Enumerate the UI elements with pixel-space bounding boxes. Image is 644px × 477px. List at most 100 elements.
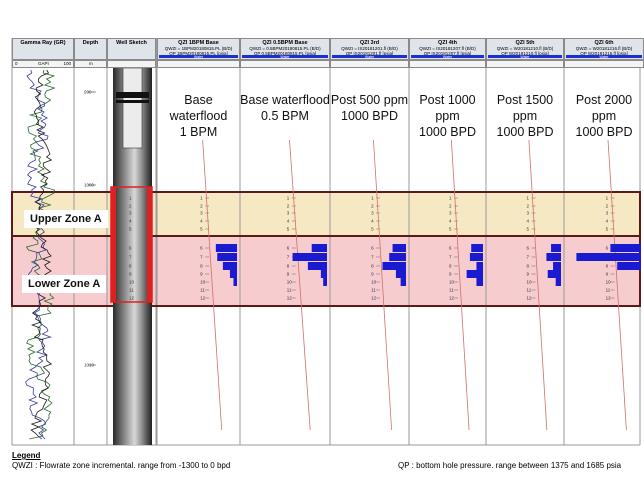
panel-zone-number: 8 <box>449 264 452 269</box>
upper-zone-label: Upper Zone A <box>24 210 108 228</box>
flow-bar <box>292 253 327 261</box>
flow-bar <box>233 278 237 286</box>
legend-title: Legend <box>12 451 41 460</box>
legend-qwzi: QWZI : Flowrate zone incremental. range … <box>12 461 231 470</box>
panel-caption: Base waterflood 0.5 BPM <box>240 92 330 124</box>
panel-zone-number: 7 <box>200 255 203 260</box>
panel-caption-line1: Base waterflood <box>169 93 228 123</box>
panel-zone-number: 8 <box>606 264 609 269</box>
panel-zone-number: 12 <box>200 296 206 301</box>
panel-caption-line2: 1000 BPD <box>575 125 633 139</box>
panel-zone-number: 8 <box>371 264 374 269</box>
panel-qp: QP W20181216.fl [psia] <box>580 51 628 56</box>
panel-scale <box>486 60 564 68</box>
panel-zone-number: 11 <box>287 288 292 293</box>
panel-zone-number: 11 <box>527 288 532 293</box>
pressure-curve <box>450 139 470 431</box>
panel-qwzi: QWZI = 0.5BPM20180815.PL (B/D) <box>249 46 321 51</box>
flow-bar <box>471 244 483 252</box>
panel-qwzi: QWZI = W20181216.fl (B/D) <box>575 46 633 51</box>
gamma-scale: 0 GAPI 100 <box>12 60 74 68</box>
panel-header: QZI 3rd QWZI = IS20181201.fl (B/D) QP IS20… <box>330 38 409 60</box>
flow-bar <box>466 270 483 278</box>
panel-zone-number: 12 <box>606 296 612 301</box>
panel-caption-line1: Post 1500 ppm <box>496 93 554 123</box>
gamma-min: 0 <box>15 61 18 66</box>
zone-number: 11 <box>129 288 134 293</box>
panel-header: QZI 1BPM Base QWZI = 1BPM20180815.PL (B/D… <box>157 38 240 60</box>
flow-bar <box>400 278 406 286</box>
depth-tick-label: 1010 <box>84 363 95 368</box>
water-label: Water <box>364 55 375 59</box>
panel-zone-number: 8 <box>200 264 203 269</box>
panel-zone-number: 5 <box>527 227 530 232</box>
pressure-curve <box>528 139 548 431</box>
water-bar <box>488 55 562 58</box>
flow-bar <box>469 253 483 261</box>
panel-qwzi: QWZI = 1BPM20180815.PL (B/D) <box>164 46 233 51</box>
flow-bar <box>382 262 406 270</box>
gamma-max: 100 <box>63 61 71 66</box>
panel-scale <box>409 60 486 68</box>
panel-zone-number: 3 <box>200 211 203 216</box>
panel-zone-number: 7 <box>287 255 290 260</box>
water-label: Water <box>599 55 609 59</box>
panel-scale <box>157 60 240 68</box>
flow-bar <box>547 270 561 278</box>
well-sketch-title: Well Sketch <box>116 40 147 46</box>
panel-zone-number: 2 <box>449 204 452 209</box>
panel-zone-number: 4 <box>371 219 374 224</box>
panel-caption-line1: Post 2000 ppm <box>575 93 633 123</box>
panel-zone-number: 9 <box>449 272 452 277</box>
water-bar <box>242 55 328 58</box>
panel-title: QZI 6th <box>594 40 614 46</box>
zone-number: 1 <box>129 196 132 201</box>
panel-zone-number: 12 <box>527 296 533 301</box>
flow-bar <box>320 270 327 278</box>
panel-caption: Base waterflood 1 BPM <box>157 92 240 140</box>
flow-bar <box>546 253 561 261</box>
panel-zone-number: 4 <box>606 219 609 224</box>
panel-zone-number: 7 <box>371 255 374 260</box>
flow-bar <box>555 278 561 286</box>
flow-bar <box>217 253 237 261</box>
well-sketch-header: Well Sketch <box>107 38 156 60</box>
panel-zone-number: 2 <box>527 204 530 209</box>
gamma-ray-header: Gamma Ray (GR) <box>12 38 74 60</box>
panel-zone-number: 3 <box>287 211 290 216</box>
panel-zone-number: 7 <box>527 255 530 260</box>
panel-zone-number: 8 <box>287 264 290 269</box>
panel-zone-number: 1 <box>287 196 290 201</box>
panel-zone-number: 5 <box>606 227 609 232</box>
panel-zone-number: 6 <box>200 246 203 251</box>
lower-zone-label: Lower Zone A <box>22 275 107 293</box>
panel-zone-number: 9 <box>371 272 374 277</box>
panel-zone-number: 10 <box>449 280 455 285</box>
depth-tick-label: 990 <box>84 90 92 95</box>
panel-caption: Post 2000 ppm 1000 BPD <box>564 92 644 140</box>
panel-zone-number: 1 <box>527 196 530 201</box>
zone-number: 3 <box>129 211 132 216</box>
flow-bar <box>576 253 641 261</box>
panel-zone-number: 6 <box>606 246 609 251</box>
water-bar <box>159 55 238 58</box>
panel-zone-number: 9 <box>527 272 530 277</box>
panel-zone-number: 2 <box>371 204 374 209</box>
zone-number: 7 <box>129 255 132 260</box>
flow-bar <box>229 270 237 278</box>
panel-header: QZI 5th QWZI = W20181210.fl (B/D) QP W2018… <box>486 38 564 60</box>
depth-header: Depth <box>74 38 107 60</box>
panel-zone-number: 1 <box>200 196 203 201</box>
panel-zone-number: 6 <box>449 246 452 251</box>
panel-zone-number: 7 <box>449 255 452 260</box>
panel-caption: Post 500 ppm 1000 BPD <box>330 92 409 124</box>
depth-title: Depth <box>82 40 99 46</box>
flow-bar <box>553 262 561 270</box>
panel-zone-number: 3 <box>527 211 530 216</box>
panel-caption-line2: 0.5 BPM <box>261 109 309 123</box>
panel-zone-number: 9 <box>287 272 290 277</box>
panel-zone-number: 5 <box>371 227 374 232</box>
packer <box>116 92 149 98</box>
